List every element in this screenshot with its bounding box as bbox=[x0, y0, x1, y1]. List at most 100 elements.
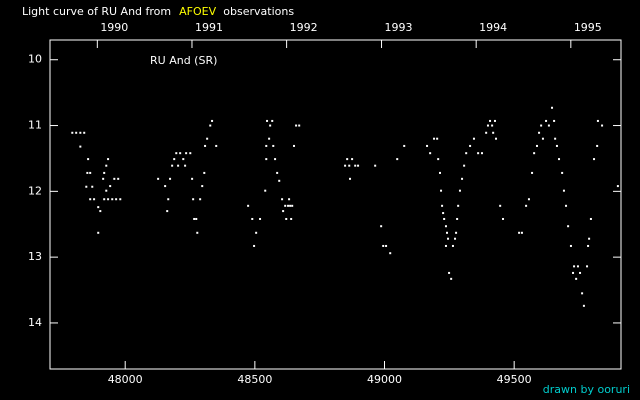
point bbox=[182, 158, 185, 161]
point bbox=[525, 204, 528, 207]
point bbox=[105, 189, 108, 192]
point bbox=[115, 198, 118, 201]
point bbox=[581, 292, 584, 295]
point bbox=[164, 185, 167, 188]
point bbox=[596, 119, 599, 122]
point bbox=[541, 137, 544, 140]
point bbox=[443, 217, 446, 220]
point bbox=[109, 185, 112, 188]
x-tick-label: 49500 bbox=[497, 373, 532, 386]
point bbox=[274, 158, 277, 161]
point bbox=[558, 158, 561, 161]
point bbox=[203, 171, 206, 174]
point bbox=[86, 171, 89, 174]
point bbox=[281, 198, 284, 201]
point bbox=[298, 124, 301, 127]
title-part: Light curve of RU And from bbox=[22, 5, 171, 18]
point bbox=[179, 152, 182, 155]
point bbox=[553, 119, 556, 122]
point bbox=[289, 204, 292, 207]
point bbox=[271, 119, 274, 122]
point bbox=[285, 217, 288, 220]
point bbox=[111, 198, 114, 201]
point bbox=[502, 217, 505, 220]
point bbox=[167, 198, 170, 201]
point bbox=[450, 277, 453, 280]
x-tick-label: 49000 bbox=[367, 373, 402, 386]
point bbox=[451, 244, 454, 247]
point bbox=[437, 158, 440, 161]
point bbox=[472, 137, 475, 140]
top-tick-label: 1994 bbox=[479, 21, 507, 34]
point bbox=[489, 119, 492, 122]
y-tick-label: 11 bbox=[28, 119, 42, 132]
point bbox=[531, 171, 534, 174]
point bbox=[589, 217, 592, 220]
point bbox=[251, 217, 254, 220]
point bbox=[616, 185, 619, 188]
point bbox=[551, 106, 554, 109]
point bbox=[173, 158, 176, 161]
point bbox=[266, 119, 269, 122]
point bbox=[349, 177, 352, 180]
point bbox=[448, 271, 451, 274]
point bbox=[105, 164, 108, 167]
point bbox=[351, 158, 354, 161]
point bbox=[211, 119, 214, 122]
point bbox=[348, 164, 351, 167]
point bbox=[535, 144, 538, 147]
point bbox=[429, 152, 432, 155]
point bbox=[486, 124, 489, 127]
point bbox=[492, 131, 495, 134]
point bbox=[268, 137, 271, 140]
point bbox=[441, 204, 444, 207]
point bbox=[545, 119, 548, 122]
point bbox=[117, 177, 120, 180]
point bbox=[565, 204, 568, 207]
point bbox=[75, 131, 78, 134]
point bbox=[481, 152, 484, 155]
point bbox=[295, 124, 298, 127]
point bbox=[576, 265, 579, 268]
point bbox=[457, 204, 460, 207]
point bbox=[485, 131, 488, 134]
point bbox=[403, 144, 406, 147]
point bbox=[446, 231, 449, 234]
point bbox=[199, 198, 202, 201]
credit: drawn by ooruri bbox=[543, 383, 630, 396]
y-tick-label: 12 bbox=[28, 184, 42, 197]
point bbox=[582, 304, 585, 307]
point bbox=[346, 158, 349, 161]
point bbox=[601, 124, 604, 127]
point bbox=[201, 185, 204, 188]
point bbox=[97, 206, 100, 209]
point bbox=[389, 252, 392, 255]
point bbox=[247, 204, 250, 207]
point bbox=[157, 177, 160, 180]
point bbox=[527, 198, 530, 201]
point bbox=[540, 124, 543, 127]
point bbox=[447, 237, 450, 240]
point bbox=[499, 204, 502, 207]
point bbox=[454, 237, 457, 240]
point bbox=[573, 265, 576, 268]
point bbox=[282, 210, 285, 213]
point bbox=[79, 145, 82, 148]
point bbox=[204, 144, 207, 147]
point bbox=[196, 231, 199, 234]
point bbox=[272, 144, 275, 147]
point bbox=[93, 198, 96, 201]
point bbox=[290, 217, 293, 220]
point bbox=[572, 271, 575, 274]
point bbox=[567, 225, 570, 228]
top-tick-label: 1992 bbox=[290, 21, 318, 34]
point bbox=[113, 177, 116, 180]
point bbox=[79, 131, 82, 134]
point bbox=[357, 164, 360, 167]
y-tick-label: 14 bbox=[28, 316, 42, 329]
point bbox=[189, 152, 192, 155]
point bbox=[291, 204, 294, 207]
point bbox=[253, 244, 256, 247]
point bbox=[293, 144, 296, 147]
